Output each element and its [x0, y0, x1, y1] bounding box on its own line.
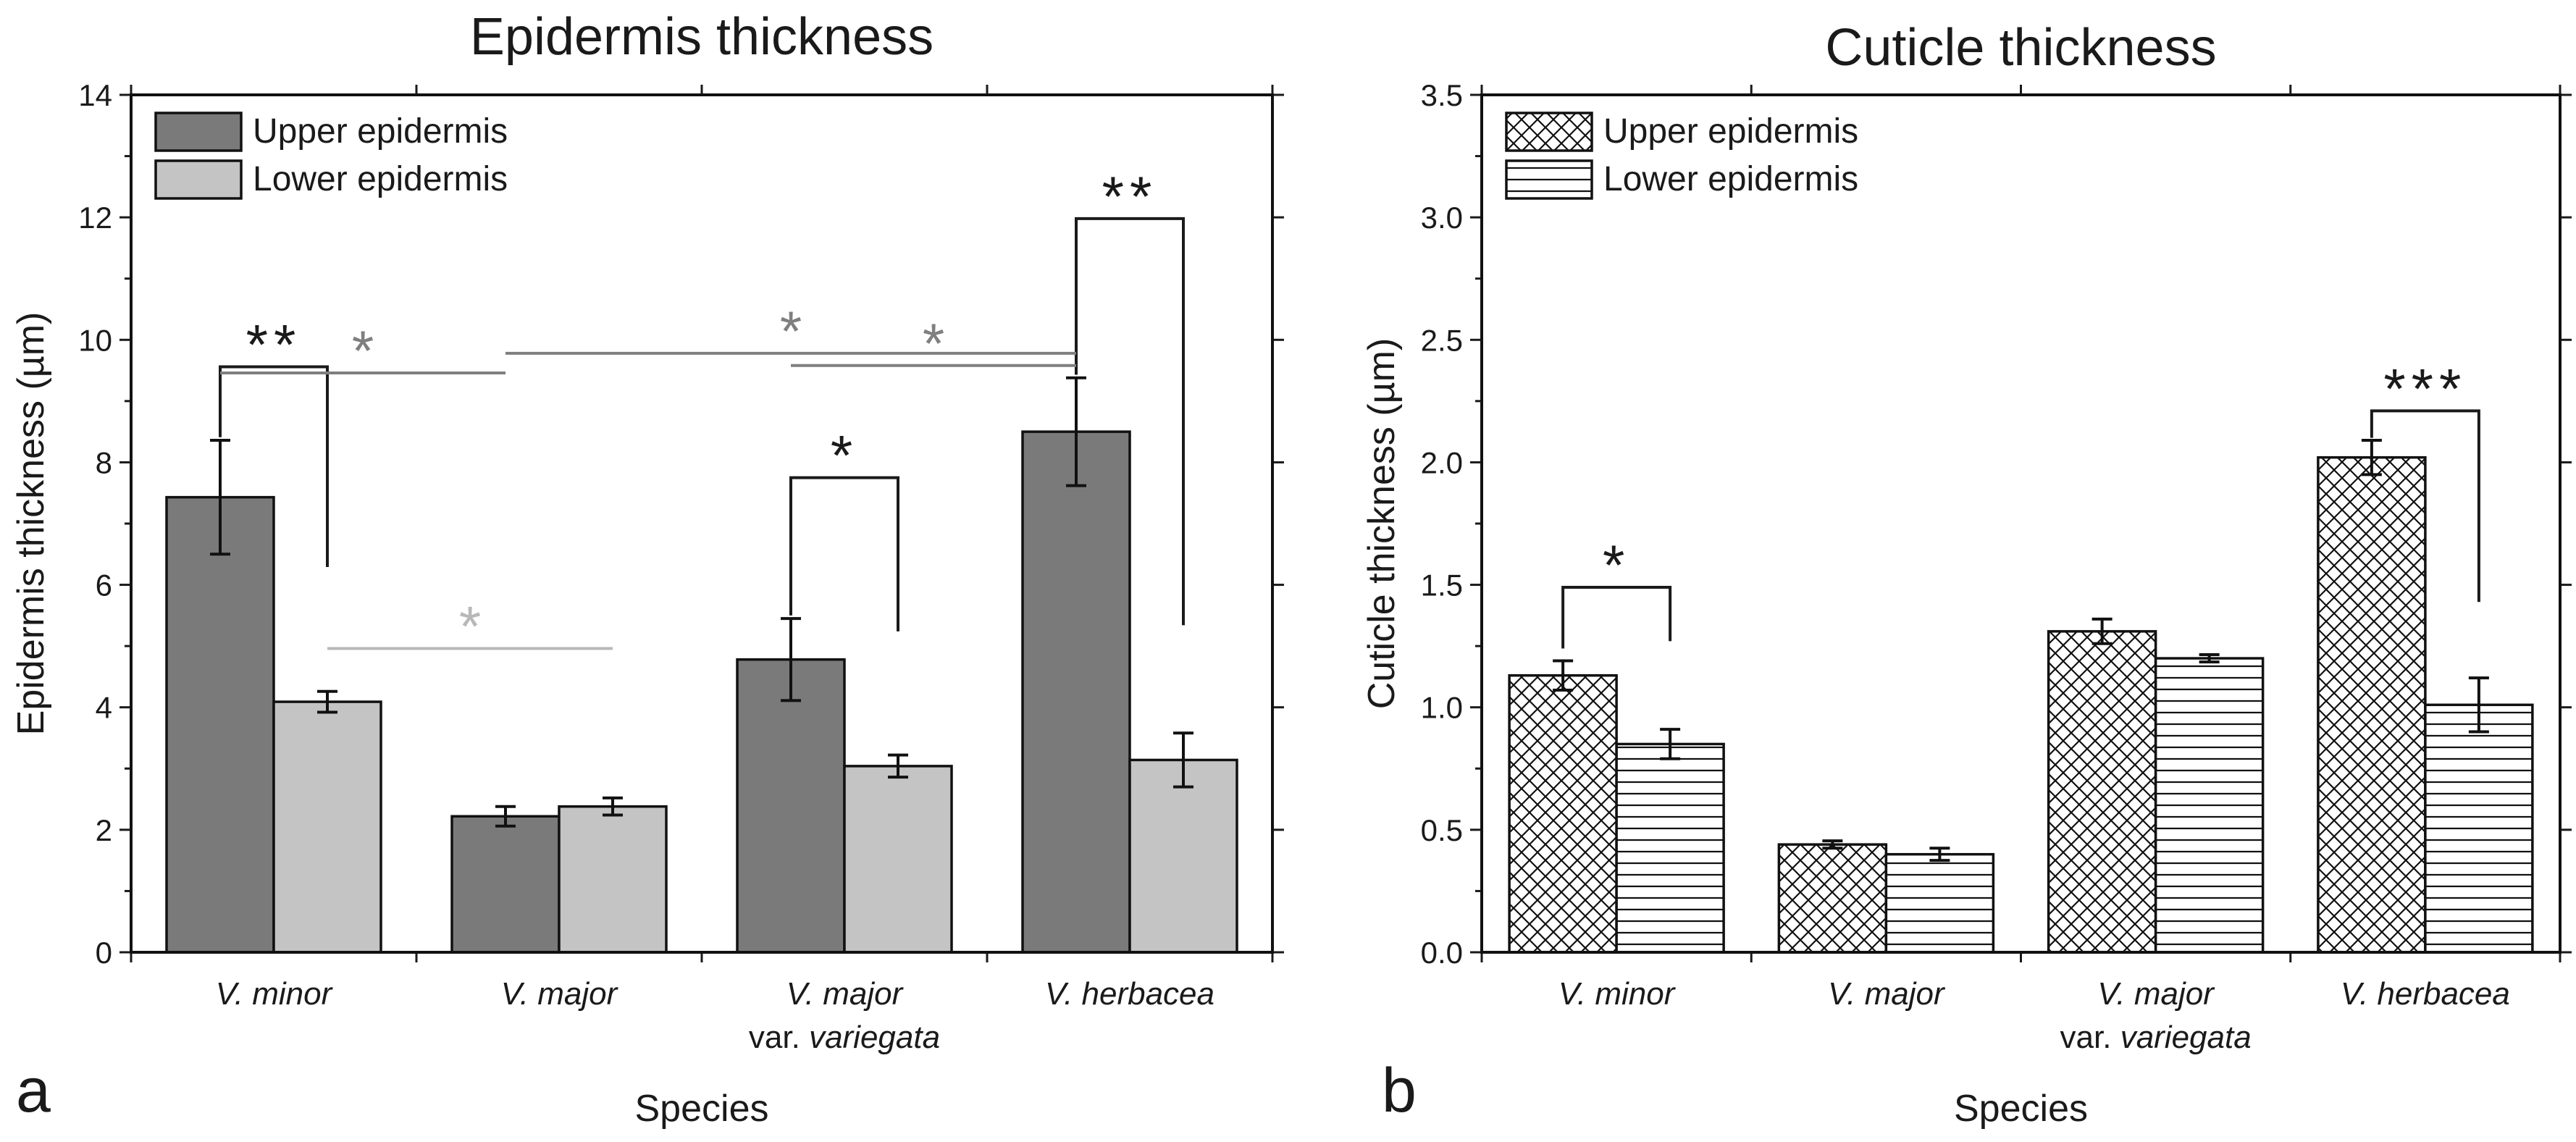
significance-bracket	[1561, 585, 1672, 649]
chart-title: Cuticle thickness	[1825, 19, 2216, 77]
panel-b-cuticle-chart: Cuticle thickness 0.0 0.5 1.0 1.5 2.0 2.5 3.0 3.…	[1361, 19, 2572, 1130]
significance-label: *	[1603, 533, 1630, 597]
y-tick-label: 0.0	[1421, 936, 1463, 970]
bar-lower	[2154, 657, 2265, 954]
x-category-label-prefix: var.	[2060, 1020, 2120, 1055]
x-category-label-prefix: var.	[749, 1020, 809, 1055]
significance-bracket	[2370, 409, 2480, 603]
x-category-label: V. minor	[1558, 976, 1677, 1012]
panel-letter: a	[16, 1056, 51, 1125]
bar-upper	[165, 495, 275, 954]
bar-upper	[2317, 455, 2427, 954]
bar-upper	[450, 815, 561, 954]
y-tick-label: 1.5	[1421, 568, 1463, 603]
bar-upper	[1777, 843, 1888, 954]
significance-label: **	[1102, 164, 1158, 228]
bar-upper	[1508, 673, 1618, 954]
y-tick-label: 14	[78, 78, 112, 112]
legend-swatch	[154, 112, 243, 152]
plot-frame	[1480, 93, 2562, 954]
legend-label: Upper epidermis	[1603, 112, 1858, 151]
y-tick-label: 2	[96, 813, 112, 847]
y-tick-label: 6	[96, 568, 112, 603]
x-axis-title: Species	[1954, 1088, 2088, 1130]
significance-label: *	[352, 319, 374, 382]
significance-bracket	[789, 476, 899, 631]
y-tick-label: 12	[78, 201, 112, 235]
legend-swatch	[154, 159, 243, 200]
x-category-label-line2: var. variegata	[749, 1020, 940, 1055]
significance-bracket	[219, 365, 329, 568]
bar-lower	[272, 700, 382, 954]
y-tick-label: 2.5	[1421, 323, 1463, 357]
bar-lower	[2424, 703, 2534, 954]
x-category-label-line2: var. variegata	[2060, 1020, 2252, 1055]
chart-title: Epidermis thickness	[470, 8, 934, 66]
significance-label: *	[780, 299, 802, 363]
panel-letter: b	[1382, 1056, 1417, 1125]
x-category-label: V. herbacea	[2341, 976, 2510, 1012]
y-tick-label: 0	[96, 936, 112, 970]
legend-label: Lower epidermis	[253, 160, 508, 198]
bar-upper	[2047, 630, 2157, 954]
x-category-label: V. minor	[216, 976, 334, 1012]
x-category-label: V. herbacea	[1045, 976, 1214, 1012]
bar-lower	[1615, 742, 1725, 954]
y-tick-label: 8	[96, 445, 112, 479]
legend-label: Lower epidermis	[1603, 160, 1858, 198]
x-category-label-variety: variegata	[2120, 1020, 2252, 1055]
legend-swatch	[1505, 112, 1593, 152]
x-category-label: V. major	[2097, 976, 2215, 1012]
x-category-label: V. major	[1828, 976, 1946, 1012]
bar-lower	[1884, 852, 1995, 954]
significance-label: *	[923, 311, 944, 375]
y-tick-label: 3.0	[1421, 201, 1463, 235]
y-tick-label: 4	[96, 691, 112, 725]
x-category-label-variety: variegata	[809, 1020, 940, 1055]
y-tick-label: 3.5	[1421, 78, 1463, 112]
bar-upper	[736, 658, 846, 954]
plot-frame	[130, 93, 1274, 954]
significance-label: ***	[2383, 356, 2467, 420]
legend-swatch	[1505, 159, 1593, 200]
significance-label: *	[831, 424, 858, 487]
y-tick-label: 1.0	[1421, 691, 1463, 725]
y-tick-label: 2.0	[1421, 445, 1463, 479]
significance-bracket	[1075, 217, 1185, 626]
x-category-label: V. major	[501, 976, 619, 1012]
bar-lower	[1128, 758, 1238, 954]
significance-label: *	[459, 595, 481, 658]
legend-label: Upper epidermis	[253, 112, 508, 151]
bar-upper	[1021, 430, 1131, 954]
y-tick-label: 0.5	[1421, 813, 1463, 847]
x-axis-title: Species	[635, 1088, 769, 1130]
significance-label: **	[246, 312, 302, 376]
x-category-label: V. major	[786, 976, 905, 1012]
bar-lower	[558, 805, 668, 954]
y-tick-label: 10	[78, 323, 112, 357]
y-axis-title: Epidermis thickness (µm)	[10, 312, 52, 736]
bar-lower	[843, 765, 953, 954]
y-axis-title: Cuticle thickness (µm)	[1361, 338, 1403, 710]
